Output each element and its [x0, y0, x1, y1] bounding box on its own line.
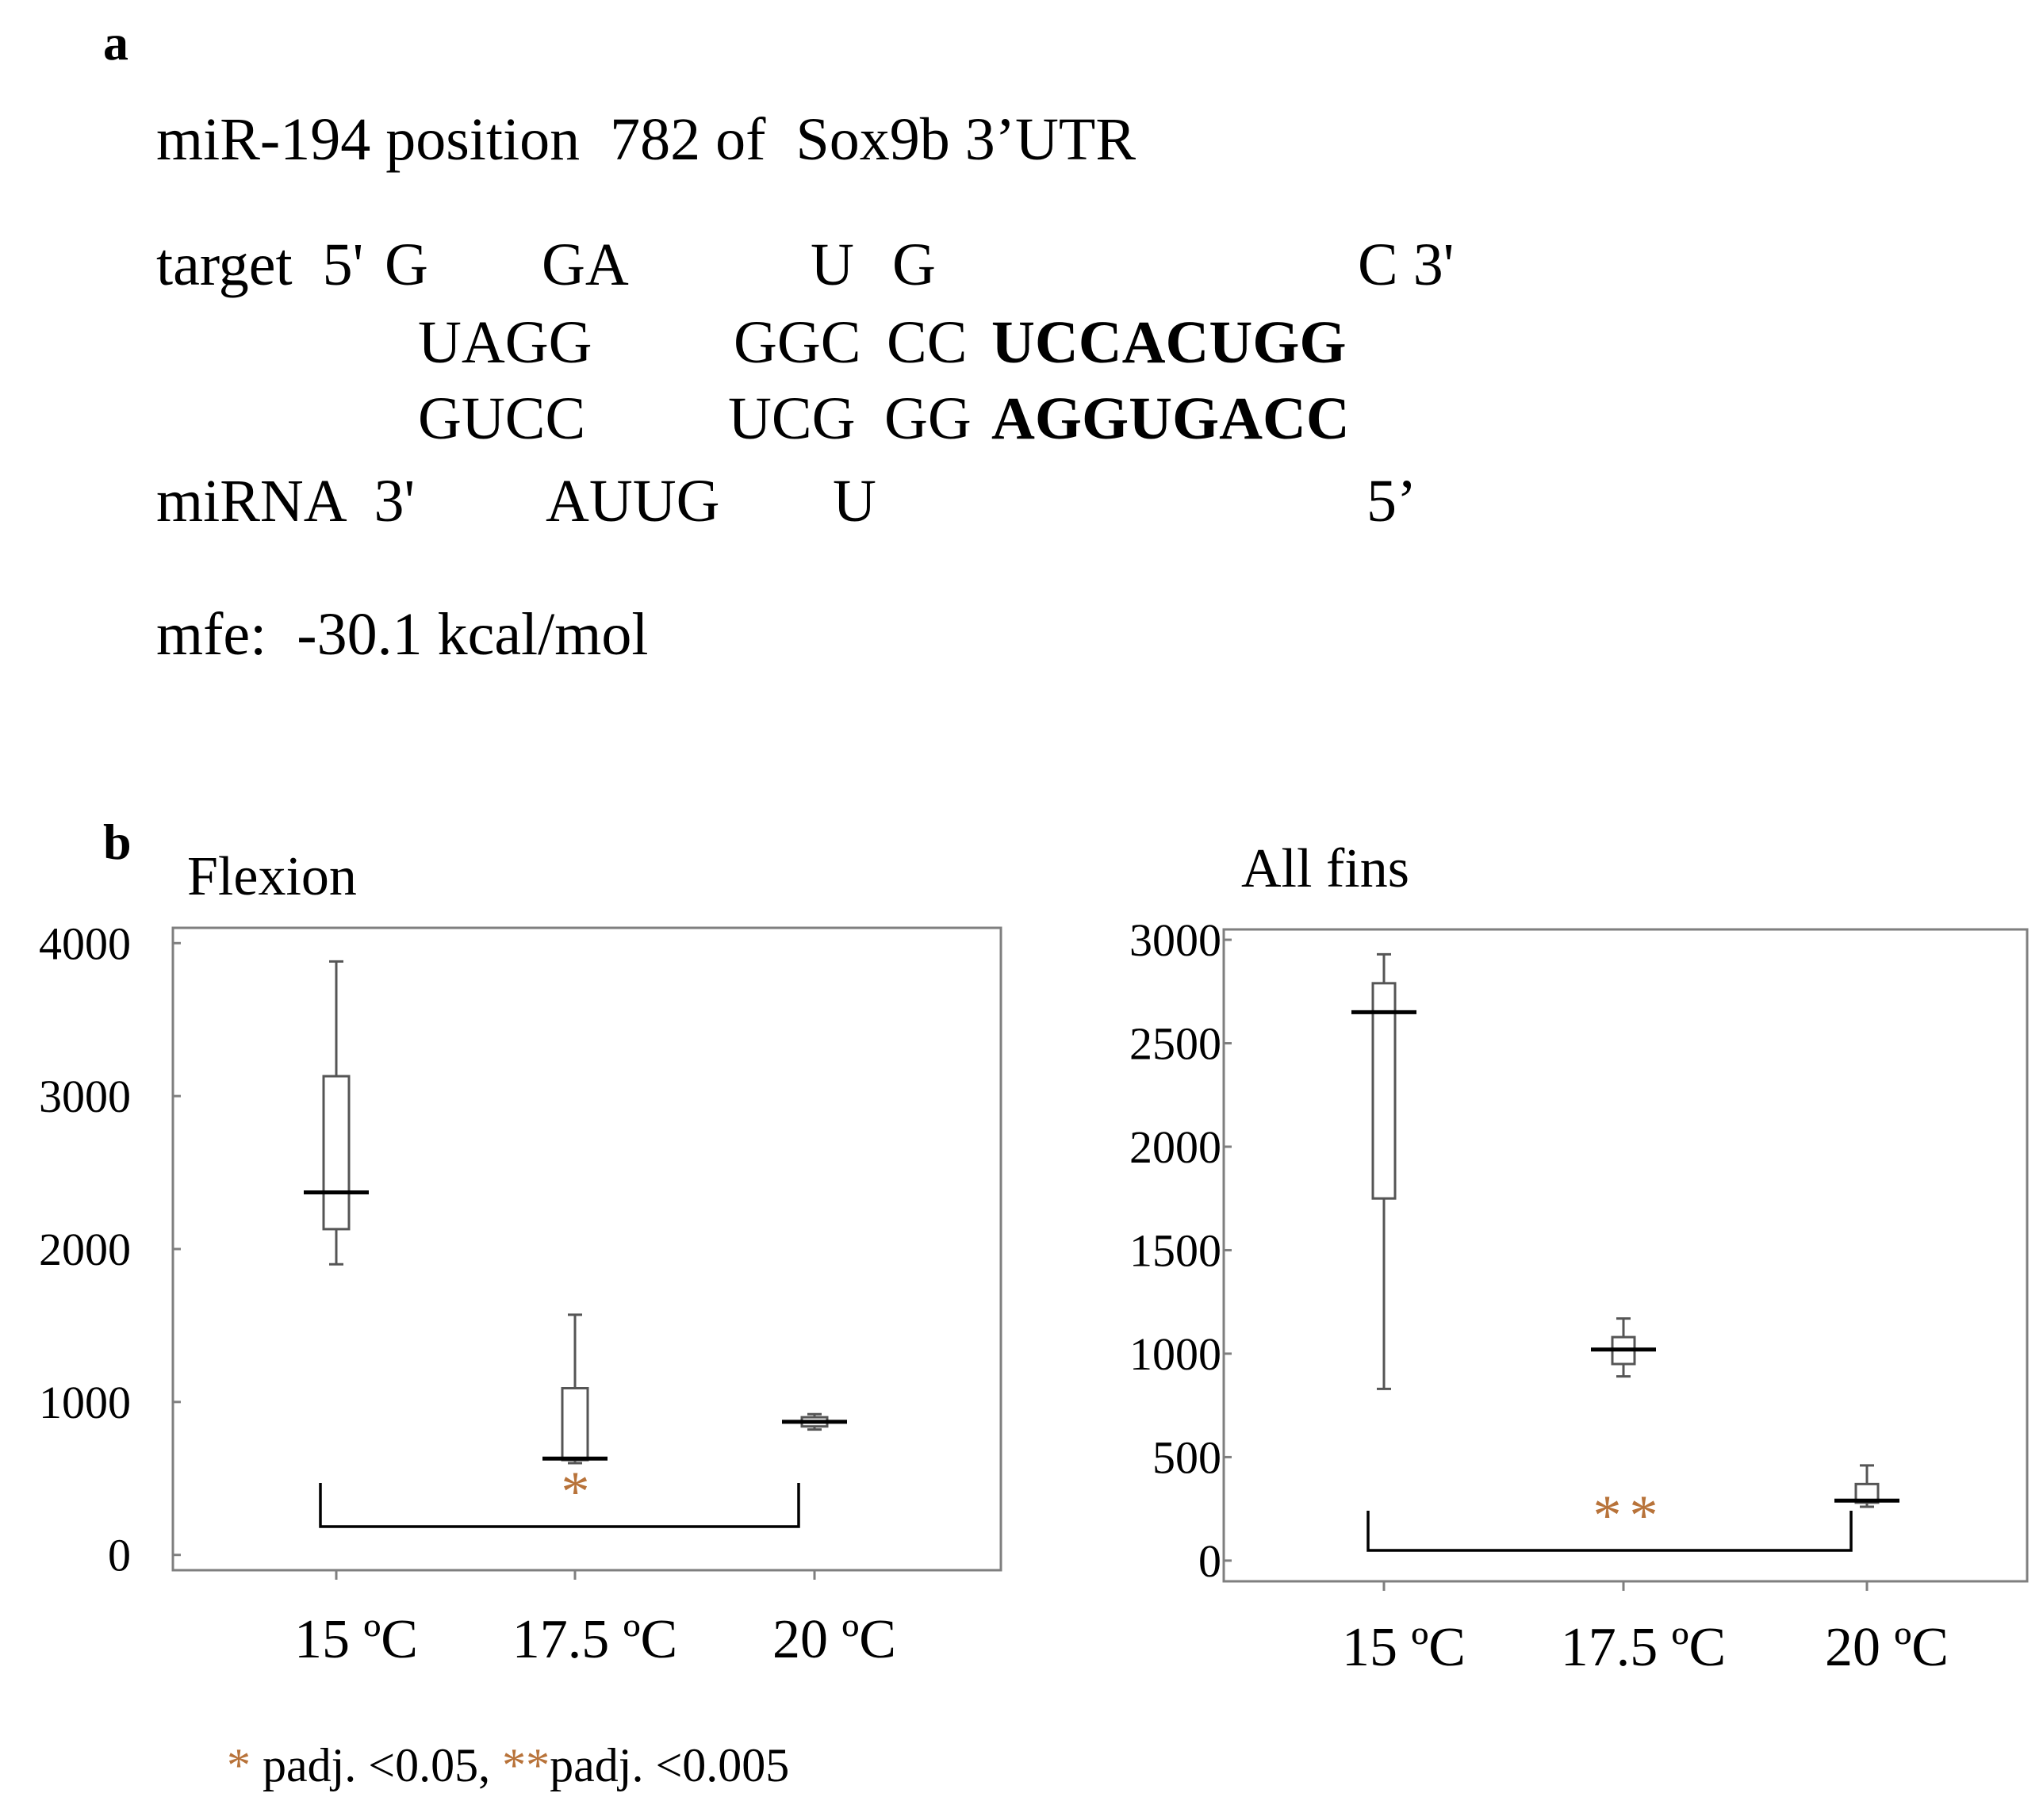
x-category-label: 20 ºC	[772, 1609, 896, 1670]
chart-1: All fins 0 500 1000 1500 2000 2500 3000 15 ºC 17.…	[1129, 838, 2029, 1678]
y-tick-label: 0	[1198, 1535, 1221, 1587]
mirna-bulge-auug: AUUG	[546, 468, 720, 535]
significance-marker: *	[562, 1460, 598, 1523]
paired-mirna-1: GUCC	[418, 385, 586, 452]
y-tick-label: 1500	[1129, 1224, 1221, 1276]
y-tick-label: 3000	[39, 1071, 131, 1122]
target-lead: target 5'	[156, 232, 364, 298]
x-category-label: 15 ºC	[1342, 1617, 1466, 1678]
y-tick-label: 2000	[39, 1224, 131, 1275]
y-tick-label: 1000	[1129, 1328, 1221, 1380]
significance-legend: * padj. <0.05, **padj. <0.005	[227, 1741, 789, 1789]
x-category-label: 15 ºC	[294, 1609, 418, 1670]
plot-frame	[1222, 928, 2029, 1583]
alignment-title: miR-194 position 782 of Sox9b 3’UTR	[156, 106, 1136, 173]
iqr-box	[800, 1416, 829, 1428]
target-end: C 3'	[1358, 232, 1455, 298]
significance-bracket	[319, 1483, 800, 1528]
box-1	[1591, 1317, 1656, 1378]
mirna-bulge-u: U	[833, 468, 876, 535]
box-2	[782, 1412, 847, 1431]
panel-b-label: b	[103, 814, 132, 870]
paired-target-3: CC	[887, 309, 968, 376]
target-seed: UCCACUGG	[991, 309, 1347, 376]
mirna-lead: miRNA 3'	[156, 468, 416, 535]
iqr-box	[322, 1075, 351, 1231]
target-bulge-ga: GA	[542, 232, 629, 298]
legend-text-single: padj. <0.05,	[251, 1739, 503, 1791]
paired-mirna-2: UCG	[728, 385, 856, 452]
legend-star-double: **	[502, 1739, 550, 1791]
y-tick-label: 1000	[39, 1377, 131, 1428]
chart-0: Flexion 0 1000 2000 3000 4000 15 ºC 17.5 ºC 20 º…	[39, 846, 1002, 1670]
y-tick-label: 4000	[39, 918, 131, 969]
iqr-box	[1854, 1482, 1880, 1504]
plot-frame	[171, 926, 1002, 1572]
x-category-label: 17.5 ºC	[512, 1609, 677, 1670]
y-tick-label: 3000	[1129, 914, 1221, 966]
iqr-box	[1371, 982, 1397, 1200]
chart-title: All fins	[1241, 838, 1409, 899]
iqr-box	[1611, 1335, 1636, 1366]
y-tick-label: 0	[108, 1530, 131, 1581]
box-2	[1834, 1464, 1899, 1508]
target-bulge-u: U	[811, 232, 854, 298]
x-category-label: 20 ºC	[1825, 1617, 1949, 1678]
chart-title: Flexion	[187, 846, 357, 907]
mfe-value: mfe: -30.1 kcal/mol	[156, 601, 649, 668]
legend-star-single: *	[227, 1739, 251, 1791]
paired-target-1: UAGG	[418, 309, 592, 376]
panel-a-label: a	[103, 14, 128, 71]
mirna-end: 5’	[1366, 468, 1417, 535]
significance-marker: **	[1593, 1484, 1666, 1547]
target-bulge-g: G	[385, 232, 428, 298]
box-0	[1351, 952, 1416, 1390]
paired-mirna-3: GG	[884, 385, 972, 452]
box-1	[542, 1313, 608, 1465]
box-0	[304, 960, 369, 1266]
y-tick-label: 2500	[1129, 1018, 1221, 1070]
paired-target-2: GGC	[734, 309, 861, 376]
x-category-label: 17.5 ºC	[1561, 1617, 1726, 1678]
iqr-box	[561, 1387, 589, 1462]
target-bulge-g2: G	[892, 232, 936, 298]
significance-bracket	[1366, 1511, 1853, 1552]
y-tick-label: 2000	[1129, 1121, 1221, 1173]
legend-text-double: padj. <0.005	[550, 1739, 790, 1791]
y-tick-label: 500	[1152, 1431, 1221, 1483]
mirna-seed: AGGUGACC	[991, 385, 1350, 452]
